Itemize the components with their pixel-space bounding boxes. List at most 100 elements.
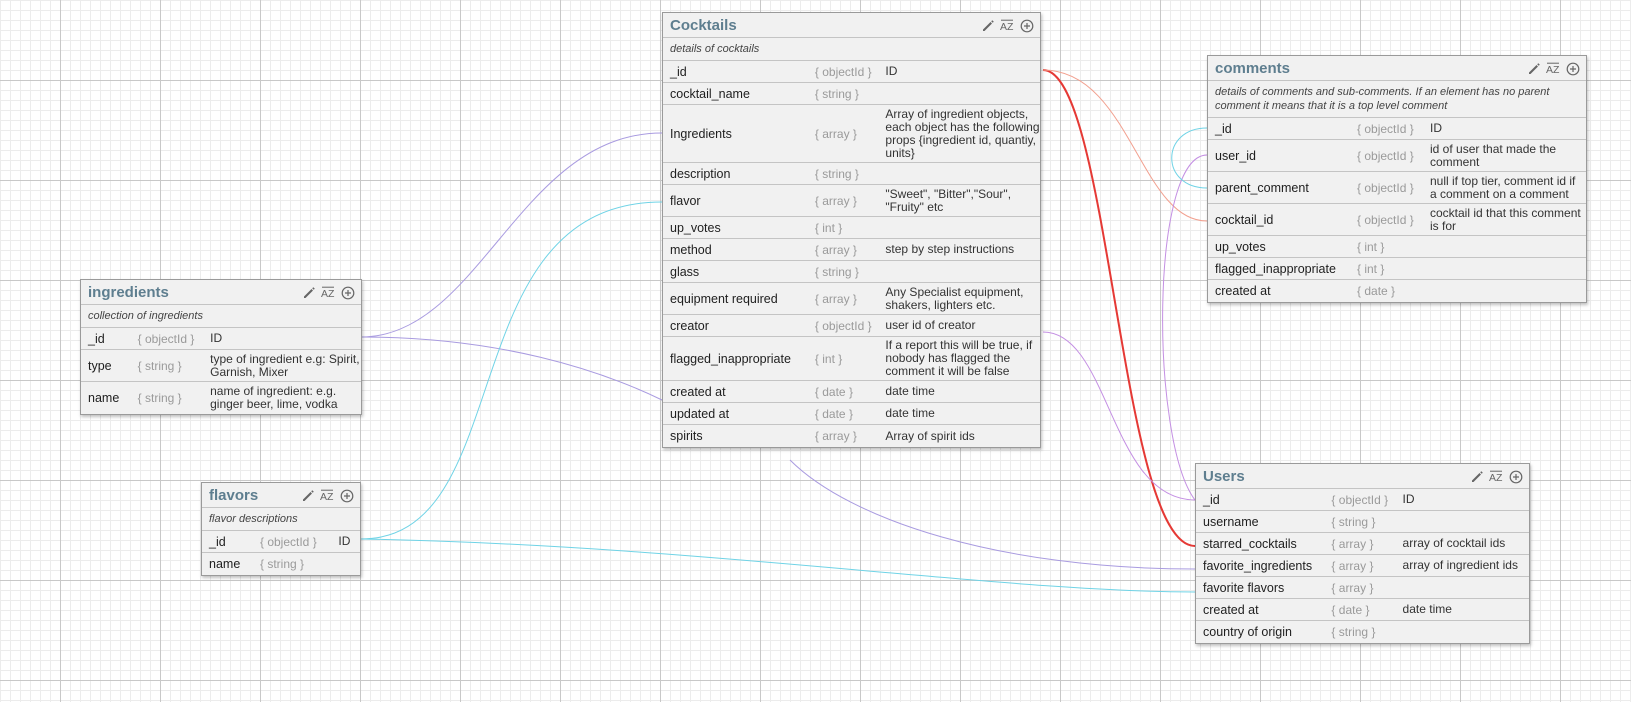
- field-name: _id: [1203, 492, 1220, 507]
- entity-description: details of cocktails: [663, 38, 1040, 61]
- field-note: cocktail id that this comment is for: [1430, 205, 1581, 233]
- field-name: name: [88, 391, 120, 405]
- field-name: equipment required: [670, 291, 778, 306]
- field-row[interactable]: description { string }: [663, 163, 1040, 185]
- sort-az-icon[interactable]: AZ: [320, 488, 335, 503]
- field-row[interactable]: created at { date }: [1208, 280, 1586, 302]
- add-field-icon[interactable]: [1565, 61, 1580, 76]
- entity-title[interactable]: comments: [1215, 60, 1291, 77]
- field-type: { array }: [814, 429, 857, 443]
- entity-title[interactable]: Users: [1203, 468, 1245, 485]
- sort-az-icon[interactable]: AZ: [321, 285, 336, 300]
- field-note: Array of ingredient objects, each object…: [885, 106, 1040, 160]
- field-name: flagged_inappropriate: [1215, 261, 1336, 276]
- field-note: ID: [210, 331, 223, 345]
- field-row[interactable]: flavor { array } "Sweet", "Bitter","Sour",…: [663, 185, 1040, 217]
- field-type: { int }: [814, 351, 843, 366]
- pencil-icon[interactable]: [1470, 469, 1485, 484]
- field-type: { date }: [1357, 284, 1396, 298]
- entity-header: ingredients AZ: [81, 280, 361, 305]
- field-row[interactable]: favorite flavors { array }: [1196, 577, 1529, 599]
- pencil-icon[interactable]: [1527, 61, 1542, 76]
- sort-az-icon[interactable]: AZ: [1489, 469, 1504, 484]
- field-note: date time: [885, 384, 935, 398]
- field-row[interactable]: _id { objectId } ID: [81, 328, 361, 350]
- entity-flavors[interactable]: flavors AZ flavor descriptions _id { objectI…: [201, 482, 361, 576]
- entity-title[interactable]: flavors: [209, 487, 259, 504]
- field-row[interactable]: up_votes { int }: [1208, 236, 1586, 258]
- add-field-icon[interactable]: [1019, 18, 1034, 33]
- field-name: created at: [1215, 284, 1271, 298]
- field-row[interactable]: _id { objectId } ID: [663, 61, 1040, 83]
- field-row[interactable]: username { string }: [1196, 511, 1529, 533]
- field-type: { objectId }: [1357, 148, 1414, 163]
- field-row[interactable]: type { string } type of ingredient e.g: Sp…: [81, 350, 361, 382]
- field-row[interactable]: updated at { date } date time: [663, 403, 1040, 425]
- field-note: array of ingredient ids: [1402, 558, 1518, 572]
- pencil-icon[interactable]: [301, 488, 316, 503]
- field-note: ID: [885, 64, 898, 78]
- field-row[interactable]: name { string }: [202, 553, 360, 575]
- field-type: { array }: [1331, 580, 1374, 595]
- field-row[interactable]: name { string } name of ingredient: e.g. g…: [81, 382, 361, 414]
- field-row[interactable]: equipment required { array } Any Specialis…: [663, 283, 1040, 315]
- field-row[interactable]: Ingredients { array } Array of ingredient …: [663, 105, 1040, 163]
- field-note: Any Specialist equipment, shakers, light…: [885, 284, 1024, 312]
- add-field-icon[interactable]: [339, 488, 354, 503]
- sort-az-icon[interactable]: AZ: [1000, 18, 1015, 33]
- field-row[interactable]: created at { date } date time: [1196, 599, 1529, 621]
- sort-az-icon[interactable]: AZ: [1546, 61, 1561, 76]
- field-row[interactable]: flagged_inappropriate { int } If a report …: [663, 337, 1040, 381]
- field-type: { array }: [814, 291, 857, 306]
- field-type: { string }: [1331, 625, 1376, 639]
- field-row[interactable]: starred_cocktails { array } array of cockt…: [1196, 533, 1529, 555]
- field-row[interactable]: user_id { objectId } id of user that made …: [1208, 140, 1586, 172]
- field-type: { objectId }: [814, 64, 872, 79]
- field-row[interactable]: country of origin { string }: [1196, 621, 1529, 643]
- field-row[interactable]: creator { objectId } user id of creator: [663, 315, 1040, 337]
- entity-toolbar: AZ: [302, 285, 355, 300]
- field-name: cocktail_name: [670, 86, 750, 101]
- field-type: { objectId }: [259, 534, 317, 549]
- pencil-icon[interactable]: [302, 285, 317, 300]
- field-row[interactable]: glass { string }: [663, 261, 1040, 283]
- field-type: { int }: [1357, 239, 1385, 254]
- entity-cocktails[interactable]: Cocktails AZ details of cocktails _id { obje…: [662, 12, 1041, 448]
- field-note: user id of creator: [885, 318, 976, 332]
- field-row[interactable]: cocktail_name { string }: [663, 83, 1040, 105]
- add-field-icon[interactable]: [340, 285, 355, 300]
- field-row[interactable]: up_votes { int }: [663, 217, 1040, 239]
- field-row[interactable]: method { array } step by step instructions: [663, 239, 1040, 261]
- field-row[interactable]: favorite_ingredients { array } array of in…: [1196, 555, 1529, 577]
- entity-title[interactable]: Cocktails: [670, 17, 737, 34]
- field-row[interactable]: _id { objectId } ID: [1208, 118, 1586, 140]
- entity-toolbar: AZ: [981, 18, 1034, 33]
- field-name: spirits: [670, 429, 703, 443]
- entity-title[interactable]: ingredients: [88, 284, 169, 301]
- entity-ingredients[interactable]: ingredients AZ collection of ingredients _i…: [80, 279, 362, 415]
- field-row[interactable]: _id { objectId } ID: [202, 531, 360, 553]
- field-type: { string }: [259, 557, 305, 571]
- entity-comments[interactable]: comments AZ details of comments and sub-co…: [1207, 55, 1587, 303]
- field-type: { objectId }: [1357, 180, 1414, 195]
- field-note: name of ingredient: e.g. ginger beer, li…: [210, 384, 338, 411]
- field-type: { date }: [814, 384, 853, 399]
- add-field-icon[interactable]: [1508, 469, 1523, 484]
- pencil-icon[interactable]: [981, 18, 996, 33]
- field-row[interactable]: _id { objectId } ID: [1196, 489, 1529, 511]
- field-name: up_votes: [670, 220, 721, 235]
- field-row[interactable]: spirits { array } Array of spirit ids: [663, 425, 1040, 447]
- field-name: glass: [670, 264, 700, 279]
- field-row[interactable]: cocktail_id { objectId } cocktail id that …: [1208, 204, 1586, 236]
- link-cocktails-comments-cocktailid: [1042, 69, 1208, 222]
- field-row[interactable]: created at { date } date time: [663, 381, 1040, 403]
- field-name: _id: [88, 331, 105, 346]
- field-type: { string }: [814, 166, 859, 181]
- field-note: "Sweet", "Bitter","Sour", "Fruity" etc: [885, 186, 1012, 214]
- field-type: { objectId }: [137, 331, 195, 346]
- entity-users[interactable]: Users AZ _id { objectId } ID username { string…: [1195, 463, 1530, 644]
- field-name: flavor: [670, 193, 701, 208]
- field-row[interactable]: parent_comment { objectId } null if top ti…: [1208, 172, 1586, 204]
- field-row[interactable]: flagged_inappropriate { int }: [1208, 258, 1586, 280]
- field-name: starred_cocktails: [1203, 536, 1297, 551]
